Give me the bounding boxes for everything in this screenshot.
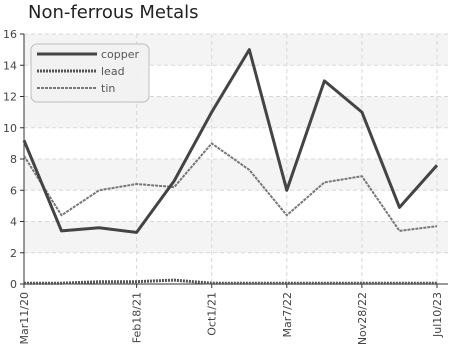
- grid-band: [24, 221, 448, 253]
- series-line-copper: [22, 48, 439, 234]
- grid-band: [24, 159, 448, 191]
- x-tick-label: Jul10/23: [431, 292, 444, 338]
- chart-title: Non-ferrous Metals: [28, 2, 199, 23]
- y-tick-label: 0: [10, 278, 17, 291]
- legend-label-copper: copper: [101, 48, 140, 61]
- legend-label-lead: lead: [101, 65, 125, 78]
- y-tick-label: 10: [3, 122, 17, 135]
- x-tick-label: Oct1/21: [206, 292, 219, 336]
- series-line-tin: [23, 142, 438, 232]
- x-tick-label: Feb18/21: [131, 292, 144, 343]
- y-tick-label: 14: [3, 59, 17, 72]
- legend-label-tin: tin: [101, 82, 115, 95]
- x-tick-label: Nov28/22: [356, 292, 369, 345]
- y-tick-label: 2: [10, 247, 17, 260]
- y-tick-label: 4: [10, 216, 17, 229]
- legend-box: [30, 43, 150, 103]
- y-tick-label: 6: [10, 184, 17, 197]
- x-tick-label: Mar7/22: [281, 292, 294, 337]
- y-tick-label: 12: [3, 91, 17, 104]
- y-tick-label: 16: [3, 28, 17, 41]
- y-tick-label: 8: [10, 153, 17, 166]
- x-tick-label: Mar11/20: [18, 292, 31, 344]
